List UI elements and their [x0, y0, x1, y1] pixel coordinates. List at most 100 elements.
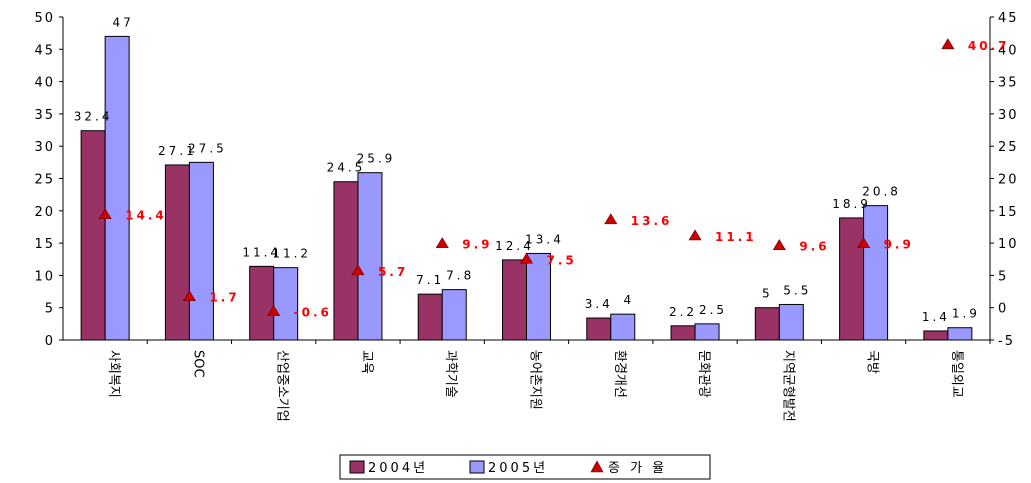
category-label: 환경개선 — [612, 350, 627, 398]
growth-rate-label: 13.6 — [631, 214, 673, 228]
labels-layer: 32.447사회복지27.127.5SOC11.411.2산업중소기업24.52… — [74, 15, 980, 422]
growth-rate-label: 7.5 — [547, 253, 577, 267]
left-tick-label: 35 — [34, 108, 55, 123]
left-tick-label: 50 — [34, 11, 55, 26]
bar-2005 — [778, 303, 804, 341]
bar-2004-value-label: 3.4 — [585, 297, 613, 311]
growth-rate-marker — [688, 229, 702, 241]
growth-rate-label: 14.4 — [125, 209, 167, 223]
category-label: 농어촌지원 — [528, 350, 543, 410]
growth-rate-label: 1.7 — [209, 291, 239, 305]
bar-2005-value-label: 27.5 — [188, 141, 227, 155]
growth-rate-marker — [182, 290, 196, 302]
category-label: 사회복지 — [106, 350, 121, 398]
bar-2005-value-label: 13.4 — [525, 232, 564, 246]
right-tick-label: -5 — [998, 334, 1015, 349]
bar-2004 — [839, 217, 865, 341]
category-label: 문화관광 — [696, 350, 711, 398]
bar-2004-value-label: 27.1 — [158, 144, 197, 158]
bar-2004-value-label: 24.5 — [327, 161, 366, 175]
left-tick-label: 0 — [45, 334, 55, 349]
bar-2005-value-label: 20.8 — [862, 185, 901, 199]
bar-2004 — [164, 164, 190, 341]
growth-rate-label: 5.7 — [378, 265, 408, 279]
bar-2004 — [249, 265, 275, 341]
bar-2004-value-label: 2.2 — [669, 305, 697, 319]
category-label: 국방 — [865, 350, 880, 374]
category-label: 지역균형발전 — [780, 350, 795, 422]
category-label: SOC — [190, 350, 205, 378]
bar-2004-value-label: 5 — [762, 287, 773, 301]
growth-rate-label: 40.7 — [968, 39, 1010, 53]
axes-layer: 0 5 10 15 20 25 30 35 40 45 50 -5 0 5 10 15 20 25 30 35 40 45 — [34, 11, 1019, 349]
right-tick-label: 45 — [998, 11, 1019, 26]
bar-2005-value-label: 1.9 — [952, 307, 980, 321]
bar-2005-value-label: 7.8 — [446, 269, 474, 283]
bar-2004 — [670, 325, 696, 341]
bar-2004-value-label: 7.1 — [416, 273, 444, 287]
bar-2005-value-label: 5.5 — [783, 283, 811, 297]
bar-2005-value-label: 25.9 — [357, 152, 396, 166]
bar-2005 — [863, 205, 889, 341]
growth-rate-marker — [435, 237, 449, 249]
growth-rate-marker — [267, 304, 281, 316]
right-tick-label: 0 — [998, 302, 1008, 317]
bar-2004-value-label: 1.4 — [922, 310, 950, 324]
right-tick-label: 20 — [998, 173, 1019, 188]
bar-2005-value-label: 11.2 — [272, 247, 311, 261]
left-tick-label: 15 — [34, 237, 55, 252]
right-tick-label: 40 — [998, 43, 1019, 58]
left-tick-label: 10 — [34, 269, 55, 284]
legend-swatch — [349, 460, 365, 474]
left-tick-label: 25 — [34, 173, 55, 188]
bar-2004-value-label: 18.9 — [832, 197, 871, 211]
growth-rate-marker — [941, 38, 955, 50]
bar-2005-value-label: 47 — [112, 15, 133, 29]
bar-2005 — [947, 327, 973, 341]
legend-label: 2004년 — [368, 461, 428, 476]
bar-2005 — [610, 313, 636, 341]
bar-2004 — [923, 330, 949, 341]
right-tick-label: 30 — [998, 108, 1019, 123]
left-tick-label: 20 — [34, 205, 55, 220]
growth-rate-label: 9.6 — [799, 240, 829, 254]
bar-2004 — [502, 259, 527, 341]
bar-2005 — [694, 323, 720, 341]
growth-rate-marker — [857, 237, 871, 249]
bars-layer — [80, 35, 973, 341]
left-tick-label: 40 — [34, 76, 55, 91]
bar-2004 — [586, 317, 612, 341]
bar-2005 — [441, 289, 467, 341]
category-label: 교육 — [359, 350, 374, 374]
bar-2004-value-label: 32.4 — [74, 110, 113, 124]
category-label: 통일외교 — [949, 350, 964, 398]
growth-rate-marker — [98, 208, 112, 219]
growth-rate-label: -0.6 — [294, 306, 332, 320]
right-tick-label: 25 — [998, 140, 1019, 155]
left-tick-label: 5 — [45, 302, 55, 317]
legend-swatch — [469, 460, 485, 474]
growth-rate-marker — [604, 213, 618, 225]
bar-2005 — [188, 161, 214, 341]
right-tick-label: 10 — [998, 237, 1019, 252]
right-tick-label: 15 — [998, 205, 1019, 220]
legend-box — [339, 454, 711, 480]
bar-2004 — [80, 130, 106, 341]
bar-2005 — [273, 267, 299, 341]
legend-marker — [590, 460, 604, 473]
bar-2005 — [104, 35, 130, 341]
left-tick-label: 30 — [34, 140, 55, 155]
bar-2004 — [333, 181, 359, 341]
right-tick-label: 35 — [998, 76, 1019, 91]
growth-rate-marker — [519, 252, 534, 264]
bar-2005-value-label: 2.5 — [699, 303, 727, 317]
bar-2004-value-label: 11.4 — [242, 245, 281, 259]
bar-2005 — [357, 172, 383, 341]
left-tick-label: 45 — [34, 43, 55, 58]
legend-label: 2005년 — [488, 461, 548, 476]
right-tick-label: 5 — [998, 269, 1008, 284]
bar-2005 — [526, 252, 551, 341]
growth-rate-label: 9.9 — [462, 238, 492, 252]
legend: 2004년 2005년 증 가 율 — [339, 454, 711, 480]
